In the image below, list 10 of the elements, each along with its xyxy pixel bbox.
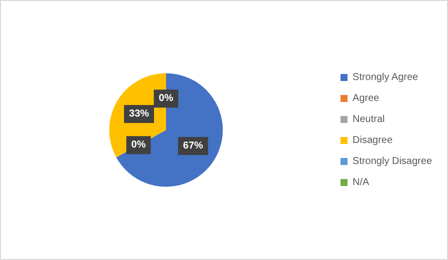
- legend-label: Strongly Agree: [352, 72, 419, 83]
- text: 0%: [131, 140, 146, 151]
- legend-label: Neutral: [352, 114, 385, 125]
- text: 0%: [158, 93, 174, 104]
- data-label: 67%: [183, 140, 204, 152]
- data-label: 33%: [129, 108, 150, 120]
- legend-label: Agree: [352, 93, 380, 104]
- legend-label: N/A: [352, 177, 370, 188]
- legend-label: Strongly Disagree: [352, 156, 432, 167]
- legend-label: Disagree: [352, 135, 393, 146]
